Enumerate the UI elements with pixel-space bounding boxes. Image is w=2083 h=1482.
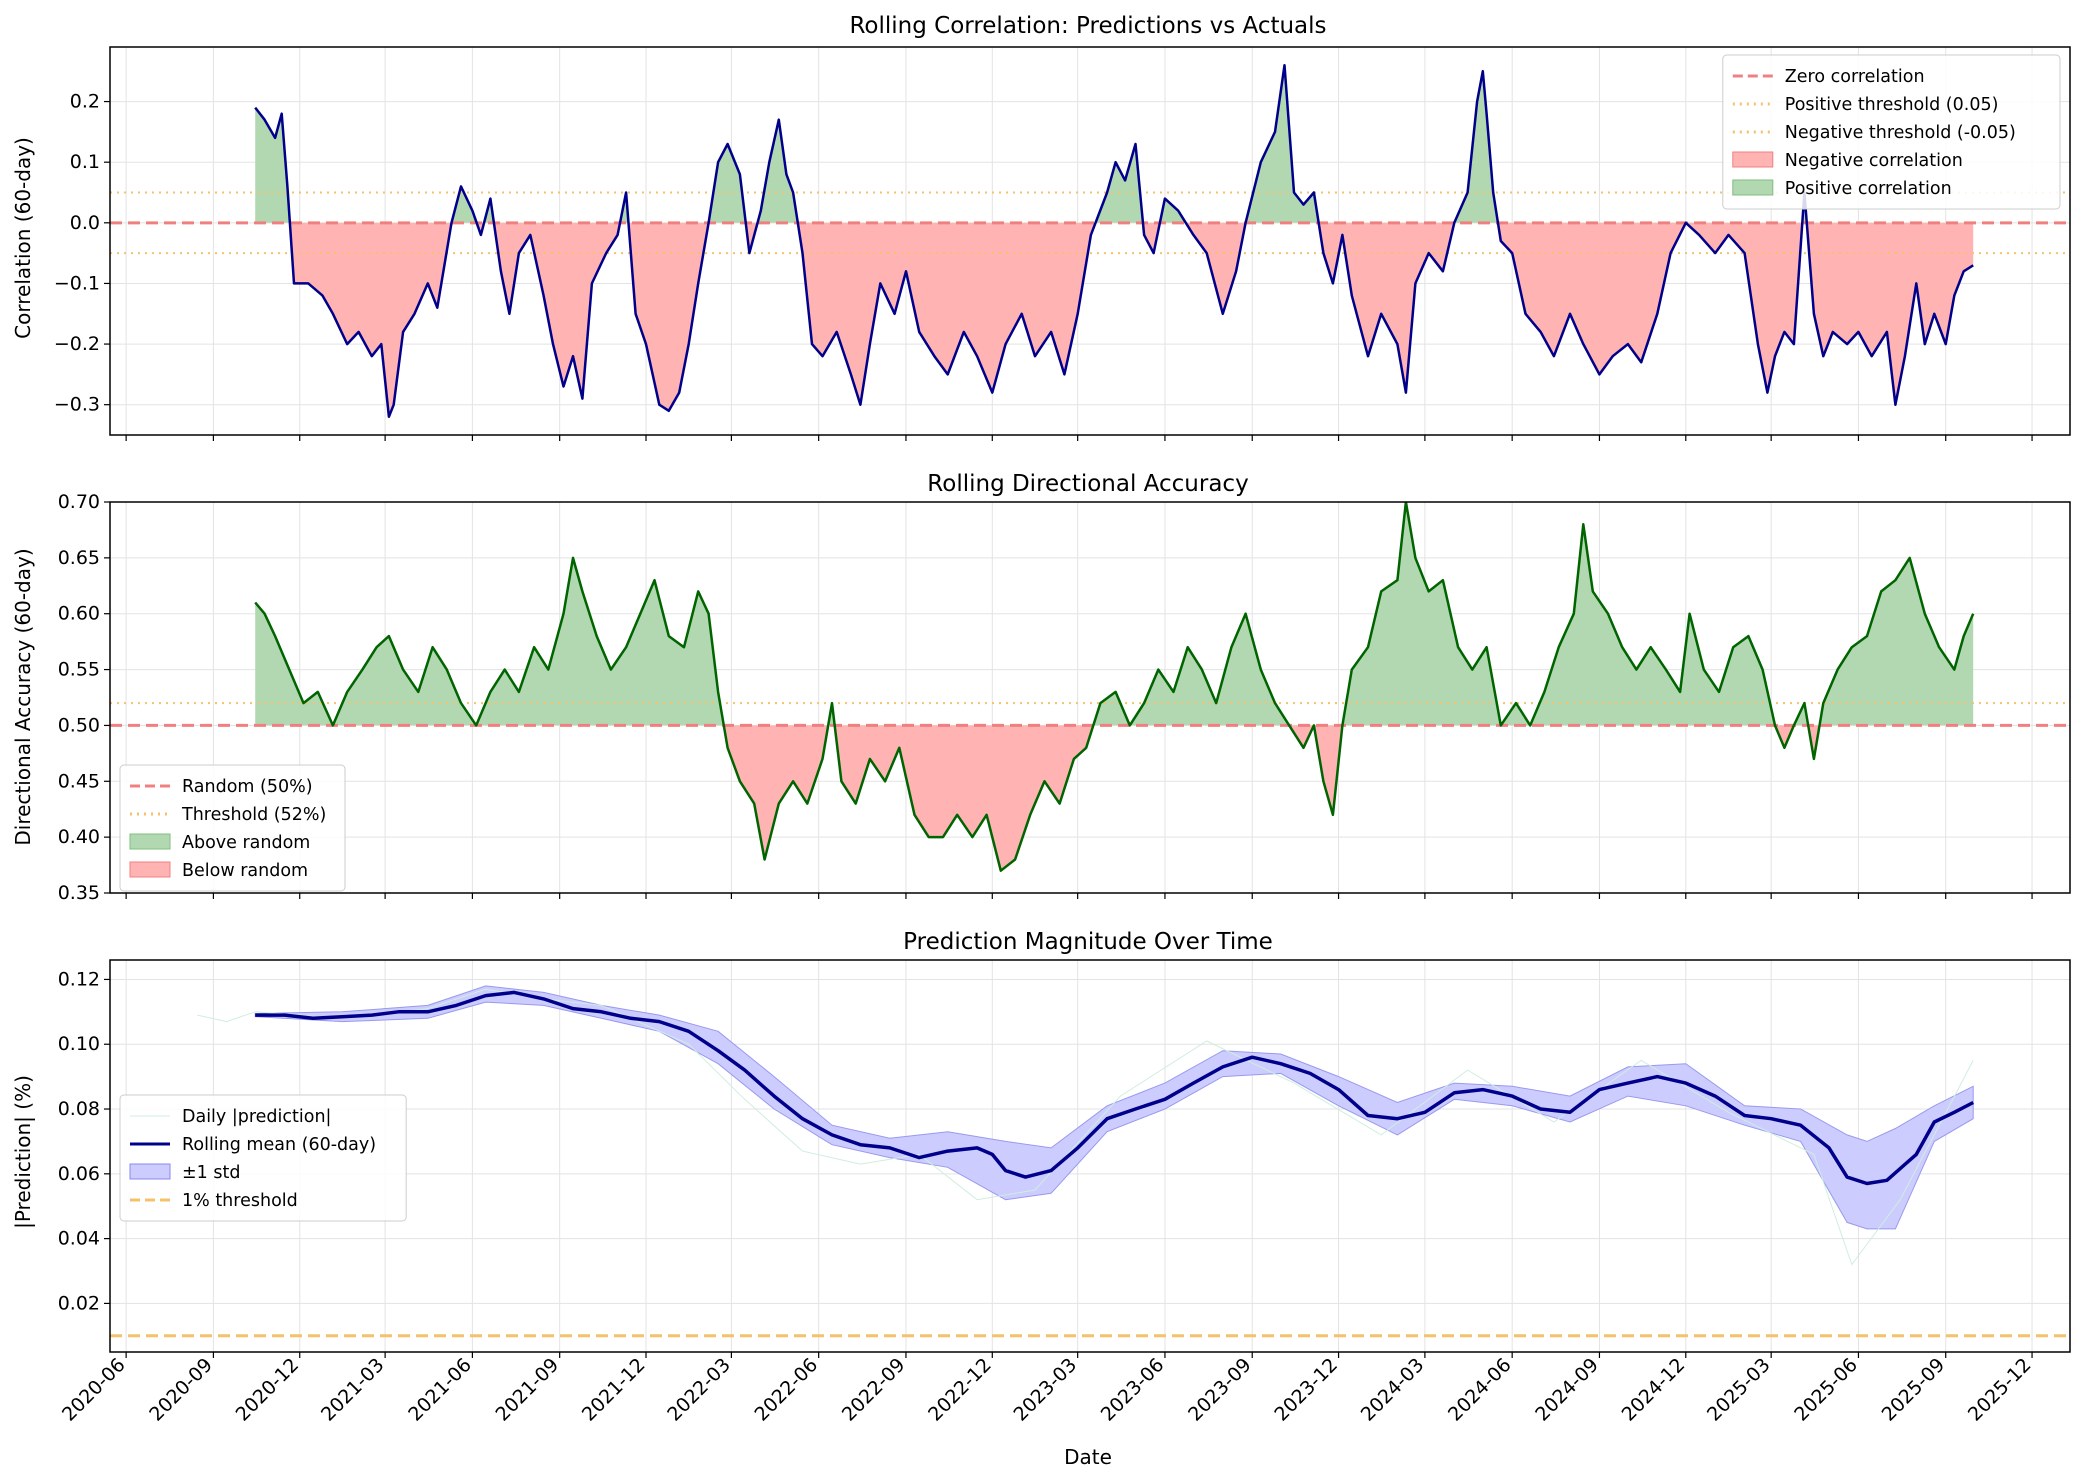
y-tick-label: 0.60 bbox=[58, 603, 100, 625]
series-line bbox=[254, 63, 1974, 419]
legend-label: Above random bbox=[182, 833, 310, 853]
legend-label: Daily |prediction| bbox=[182, 1107, 331, 1127]
x-tick-label: 2023-06 bbox=[1097, 1354, 1169, 1426]
legend-label: Random (50%) bbox=[182, 777, 313, 797]
legend-swatch bbox=[129, 833, 171, 850]
y-tick-label: 0.2 bbox=[70, 91, 100, 113]
fill-below-baseline bbox=[289, 222, 1974, 417]
legend-swatch bbox=[1732, 179, 1774, 196]
x-tick-label: 2023-09 bbox=[1184, 1354, 1256, 1426]
y-tick-label: 0.55 bbox=[58, 659, 100, 681]
legend: Zero correlation Positive threshold (0.05… bbox=[1722, 54, 2061, 210]
legend-box bbox=[119, 1094, 407, 1222]
x-tick-label: 2022-12 bbox=[924, 1354, 996, 1426]
x-tick-label: 2020-06 bbox=[58, 1354, 130, 1426]
y-tick-label: 0.35 bbox=[58, 882, 100, 904]
x-tick-label: 2023-12 bbox=[1270, 1354, 1342, 1426]
fill-above-baseline bbox=[255, 65, 1974, 223]
panel-1-title: Rolling Correlation: Predictions vs Actu… bbox=[849, 13, 1326, 39]
y-tick-label: 0.0 bbox=[70, 212, 100, 234]
series-line bbox=[255, 990, 1975, 1186]
legend-swatch bbox=[1732, 151, 1774, 168]
y-tick-label: 0.45 bbox=[58, 770, 100, 792]
panel-correlation: Rolling Correlation: Predictions vs Actu… bbox=[11, 13, 2071, 441]
panel-2-ylabel: Directional Accuracy (60-day) bbox=[11, 548, 35, 845]
x-tick-label: 2022-09 bbox=[838, 1354, 910, 1426]
legend-label: Negative threshold (-0.05) bbox=[1785, 123, 2016, 143]
fill-below-baseline bbox=[723, 725, 1820, 871]
legend-label: ±1 std bbox=[182, 1163, 240, 1183]
x-tick-label: 2020-12 bbox=[232, 1354, 304, 1426]
x-tick-label: 2022-06 bbox=[751, 1354, 823, 1426]
legend-label: Negative correlation bbox=[1785, 151, 1963, 171]
panel-magnitude: Prediction Magnitude Over Time |Predicti… bbox=[11, 929, 2071, 1469]
axes-frame bbox=[109, 959, 2071, 1353]
x-tick-label: 2024-03 bbox=[1357, 1354, 1429, 1426]
y-tick-label: −0.2 bbox=[54, 333, 100, 355]
panel-3-title: Prediction Magnitude Over Time bbox=[903, 929, 1273, 955]
legend-box bbox=[119, 764, 346, 892]
plot-area bbox=[110, 985, 2070, 1338]
legend-box bbox=[1722, 54, 2061, 210]
y-tick-label: 0.10 bbox=[58, 1033, 100, 1055]
legend-label: Positive threshold (0.05) bbox=[1785, 95, 1999, 115]
std-band bbox=[254, 985, 1974, 1230]
y-tick-label: 0.08 bbox=[58, 1098, 100, 1120]
x-tick-label: 2024-09 bbox=[1531, 1354, 1603, 1426]
legend: Daily |prediction| Rolling mean (60-day) ±… bbox=[119, 1094, 407, 1222]
x-tick-label: 2025-03 bbox=[1703, 1354, 1775, 1426]
x-tick-label: 2024-12 bbox=[1618, 1354, 1690, 1426]
x-tick-label: 2025-12 bbox=[1964, 1354, 2036, 1426]
panel-3-ylabel: |Prediction| (%) bbox=[11, 1075, 35, 1229]
gridlines bbox=[110, 960, 2070, 1352]
y-tick-label: −0.3 bbox=[54, 394, 100, 416]
legend-swatch bbox=[129, 1163, 171, 1180]
legend-label: 1% threshold bbox=[182, 1191, 298, 1211]
legend-label: Positive correlation bbox=[1785, 179, 1952, 199]
series-line bbox=[254, 502, 1975, 872]
x-tick-label: 2021-06 bbox=[404, 1354, 476, 1426]
x-tick-label: 2024-06 bbox=[1444, 1354, 1516, 1426]
panel-accuracy: Rolling Directional Accuracy Directional… bbox=[11, 471, 2071, 904]
y-tick-label: 0.50 bbox=[58, 714, 100, 736]
panel-1-plot: −0.3 −0.2 −0.1 0.0 0.1 0.2 Zero correlation Pos… bbox=[54, 46, 2071, 441]
panel-1-ylabel: Correlation (60-day) bbox=[11, 137, 35, 339]
axes-frame bbox=[109, 501, 2071, 894]
legend-label: Threshold (52%) bbox=[181, 805, 326, 825]
x-tick-label: 2023-03 bbox=[1010, 1354, 1082, 1426]
y-tick-label: 0.65 bbox=[58, 547, 100, 569]
panel-2-title: Rolling Directional Accuracy bbox=[927, 471, 1248, 497]
y-tick-label: 0.02 bbox=[58, 1292, 100, 1314]
x-tick-label: 2021-09 bbox=[492, 1354, 564, 1426]
legend-label: Below random bbox=[182, 861, 308, 881]
plot-area bbox=[110, 502, 2070, 872]
x-tick-label: 2025-06 bbox=[1790, 1354, 1862, 1426]
y-tick-label: 0.70 bbox=[58, 491, 100, 513]
x-tick-label: 2021-12 bbox=[578, 1354, 650, 1426]
plot-area bbox=[110, 63, 2070, 419]
y-tick-label: 0.04 bbox=[58, 1228, 100, 1250]
legend: Random (50%) Threshold (52%) Above random B… bbox=[119, 764, 346, 892]
legend-label: Rolling mean (60-day) bbox=[182, 1135, 376, 1155]
axes-frame bbox=[109, 46, 2071, 436]
x-tick-label: 2021-03 bbox=[317, 1354, 389, 1426]
legend-label: Zero correlation bbox=[1785, 67, 1925, 87]
y-tick-label: 0.1 bbox=[70, 151, 100, 173]
y-tick-label: −0.1 bbox=[54, 272, 100, 294]
x-tick-label: 2022-03 bbox=[663, 1354, 735, 1426]
y-tick-label: 0.12 bbox=[58, 968, 100, 990]
legend-swatch bbox=[129, 861, 171, 878]
x-tick-label: 2020-09 bbox=[145, 1354, 217, 1426]
daily-prediction-line bbox=[197, 988, 1974, 1266]
y-tick-label: 0.40 bbox=[58, 826, 100, 848]
x-axis-label: Date bbox=[1064, 1445, 1112, 1469]
panel-2-plot: 0.35 0.40 0.45 0.50 0.55 0.60 0.65 0.70 Random (… bbox=[58, 491, 2071, 904]
x-tick-label: 2025-09 bbox=[1878, 1354, 1950, 1426]
y-tick-label: 0.06 bbox=[58, 1163, 100, 1185]
fill-above-baseline bbox=[255, 502, 1974, 726]
